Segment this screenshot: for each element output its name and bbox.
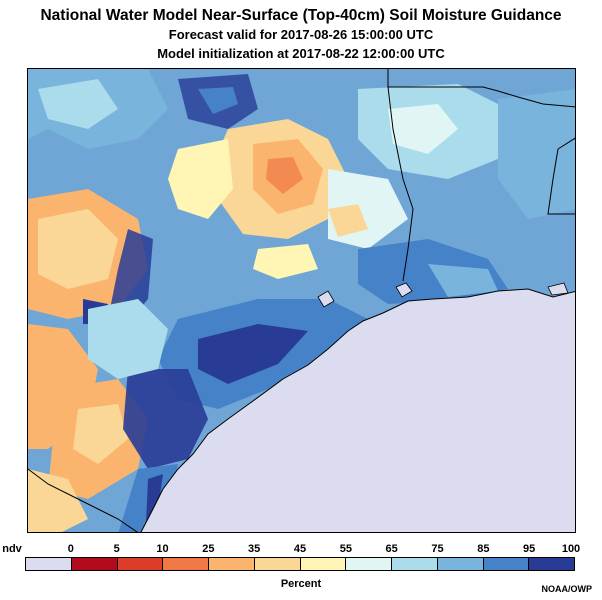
legend-swatch — [254, 558, 301, 570]
state-border — [387, 86, 414, 282]
legend-tick-label: 45 — [293, 543, 307, 555]
legend-tick-labels: ndv 0 5 10 25 35 45 55 65 75 85 95 100 — [0, 543, 602, 557]
legend-tick-label: 85 — [477, 543, 490, 555]
soil-moisture-field — [28, 69, 575, 532]
state-border — [547, 137, 575, 215]
legend-tick-label: 95 — [523, 543, 536, 555]
bay — [547, 282, 569, 296]
soil-moisture-map — [27, 68, 576, 533]
legend-tick-label: 25 — [202, 543, 215, 555]
bay — [395, 282, 413, 298]
forecast-valid-time: Forecast valid for 2017-08-26 15:00:00 U… — [168, 27, 434, 42]
legend-swatch — [209, 558, 255, 570]
legend-unit-label: Percent — [280, 578, 322, 590]
legend-tick-label: 35 — [248, 543, 261, 555]
model-init-time: Model initialization at 2017-08-22 12:00… — [157, 46, 445, 61]
legend-swatch — [392, 558, 438, 570]
map-title: National Water Model Near-Surface (Top-4… — [40, 7, 562, 24]
legend-tick-label: 75 — [431, 543, 444, 555]
header: National Water Model Near-Surface (Top-4… — [0, 6, 602, 63]
legend-swatch — [529, 558, 574, 570]
legend-tick-label: 100 — [561, 543, 581, 555]
legend-tick-label: ndv — [2, 543, 22, 555]
legend-tick-label: 5 — [113, 543, 120, 555]
credit-label: NOAA/OWP — [541, 584, 593, 594]
legend-tick-label: 55 — [339, 543, 352, 555]
gulf-of-mexico — [140, 288, 575, 532]
legend-swatch — [346, 558, 392, 570]
legend-tick-label: 10 — [156, 543, 169, 555]
legend-tick-label: 0 — [67, 543, 74, 555]
legend-tick-label: 65 — [385, 543, 398, 555]
country-border — [28, 468, 138, 532]
map-canvas — [28, 69, 575, 532]
legend-swatch — [300, 558, 347, 570]
legend-swatch — [163, 558, 209, 570]
color-legend — [25, 557, 575, 571]
legend-swatch — [26, 558, 72, 570]
legend-swatch — [71, 558, 118, 570]
bay — [317, 290, 335, 308]
legend-swatch — [437, 558, 484, 570]
legend-swatch — [117, 558, 164, 570]
legend-swatch — [483, 558, 530, 570]
